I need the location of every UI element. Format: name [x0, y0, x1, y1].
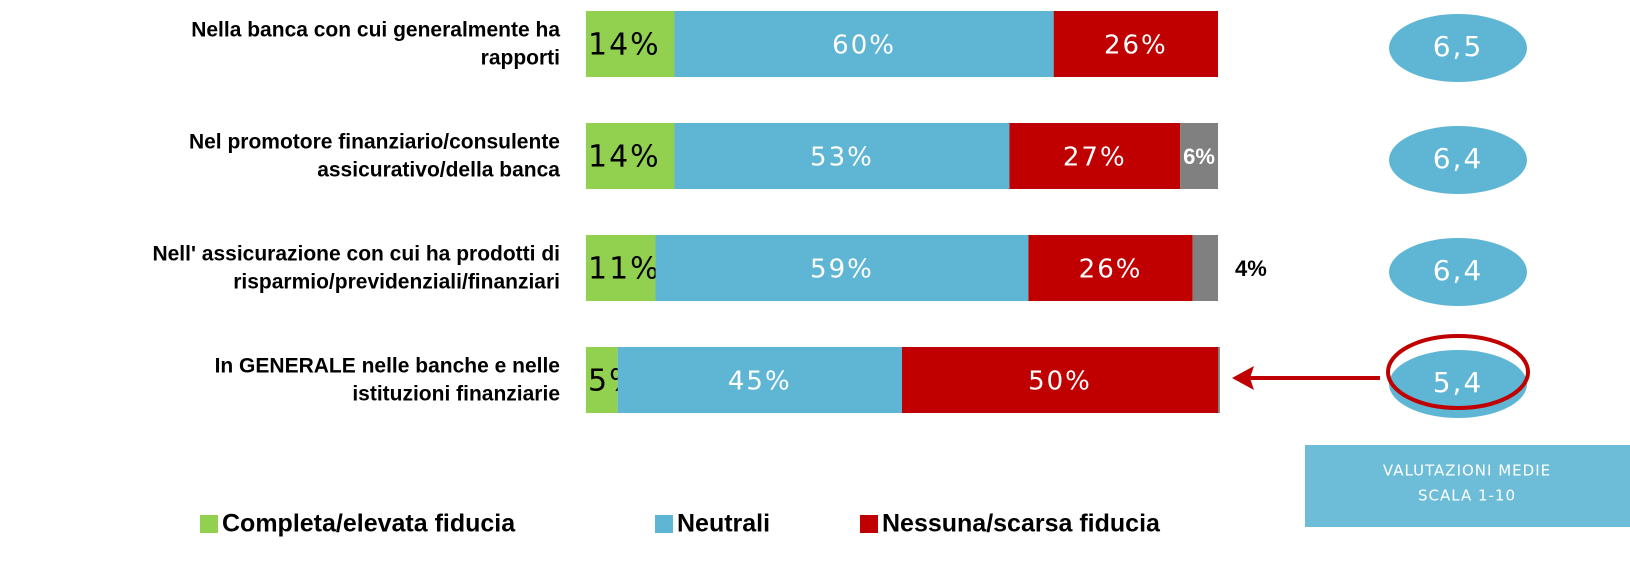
value-label: 53%: [810, 143, 874, 173]
value-label: 11%: [588, 252, 661, 287]
bar-segment: [1009, 123, 1181, 189]
rating-note-box: [1305, 445, 1630, 527]
highlight-arrow-head: [1232, 366, 1254, 390]
value-label: 50%: [1028, 367, 1092, 397]
rating-label: 6,4: [1433, 142, 1484, 175]
legend-swatch: [200, 515, 218, 533]
bar-segment: [902, 347, 1218, 413]
bar-segment: [586, 235, 656, 301]
value-label: 14%: [588, 28, 661, 63]
category-label: Nel promotore finanziario/consulente: [189, 131, 560, 154]
bar-segment: [1180, 123, 1218, 189]
category-label: rapporti: [481, 47, 560, 70]
bar-segment: [674, 123, 1010, 189]
value-label: 27%: [1063, 143, 1127, 173]
rating-ellipse: [1389, 14, 1527, 82]
rating-ellipse: [1389, 350, 1527, 418]
rating-note: VALUTAZIONI MEDIE: [1383, 462, 1551, 480]
category-label: istituzioni finanziarie: [352, 383, 560, 406]
category-label: Nell' assicurazione con cui ha prodotti …: [152, 243, 560, 266]
legend-label: Nessuna/scarsa fiducia: [882, 510, 1161, 538]
legend-swatch: [860, 515, 878, 533]
rating-note: SCALA 1-10: [1418, 487, 1516, 505]
value-label: 59%: [810, 255, 874, 285]
rating-label: 6,4: [1433, 254, 1484, 287]
legend-label: Neutrali: [677, 510, 770, 538]
value-label: 26%: [1104, 31, 1168, 61]
bar-segment: [1192, 235, 1218, 301]
rating-ellipse: [1389, 126, 1527, 194]
rating-ellipse: [1389, 238, 1527, 306]
legend-swatch: [655, 515, 673, 533]
value-label: 14%: [588, 140, 661, 175]
bar-segment: [586, 347, 618, 413]
value-label: 60%: [832, 31, 896, 61]
bar-segment: [1028, 235, 1193, 301]
bar-segment: [674, 11, 1054, 77]
category-label: In GENERALE nelle banche e nelle: [215, 355, 560, 378]
value-label: 45%: [728, 367, 792, 397]
bar-segment: [655, 235, 1029, 301]
category-label: Nella banca con cui generalmente ha: [191, 19, 560, 42]
highlight-ring: [1386, 334, 1530, 410]
bar-segment: [586, 123, 675, 189]
bar-segment: [586, 11, 675, 77]
bar-segment: [1218, 347, 1220, 413]
category-label: risparmio/previdenziali/finanziari: [233, 271, 560, 294]
bar-segment: [1053, 11, 1218, 77]
legend-label: Completa/elevata fiducia: [222, 510, 516, 538]
bar-segment: [617, 347, 902, 413]
category-label: assicurativo/della banca: [317, 159, 560, 182]
value-label: 4%: [1235, 256, 1267, 281]
value-label: 6%: [1183, 144, 1215, 169]
rating-label: 5,4: [1433, 366, 1484, 399]
value-label: 26%: [1079, 255, 1143, 285]
rating-label: 6,5: [1433, 30, 1484, 63]
